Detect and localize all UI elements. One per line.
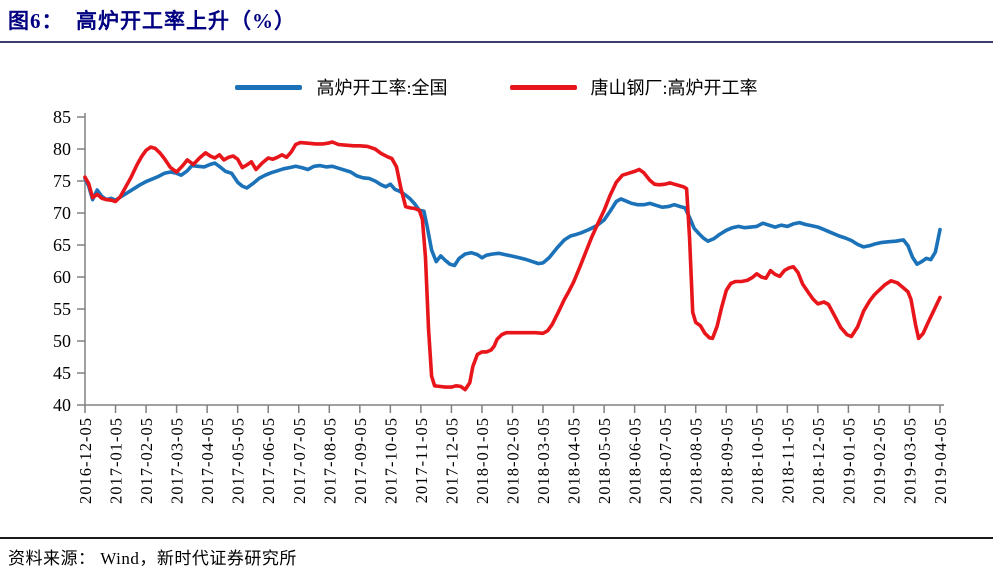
chart-legend: 高炉开工率:全国 唐山钢厂:高炉开工率 [0, 74, 993, 100]
x-tick-label: 2018-10-05 [748, 417, 767, 504]
x-tick-label: 2018-11-05 [778, 417, 797, 503]
x-tick-label: 2018-06-05 [626, 417, 645, 504]
y-tick-label: 55 [53, 299, 71, 319]
blue-line-swatch [235, 84, 303, 90]
x-tick-label: 2017-02-05 [137, 417, 156, 504]
x-tick-label: 2019-03-05 [900, 417, 919, 504]
title-divider [0, 41, 993, 43]
x-tick-label: 2019-01-05 [839, 417, 858, 504]
x-tick-label: 2017-04-05 [198, 417, 217, 504]
red-line-swatch [509, 84, 577, 90]
x-tick-label: 2019-02-05 [870, 417, 889, 504]
x-tick-label: 2018-05-05 [595, 417, 614, 504]
x-tick-label: 2018-02-05 [504, 417, 523, 504]
y-tick-label: 40 [53, 395, 71, 415]
y-tick-label: 75 [53, 171, 71, 191]
series-line-1 [83, 140, 942, 392]
x-tick-label: 2018-04-05 [565, 417, 584, 504]
x-tick-label: 2017-03-05 [168, 417, 187, 504]
x-tick-label: 2017-09-05 [351, 417, 370, 504]
y-tick-label: 80 [53, 139, 71, 159]
x-tick-label: 2017-01-05 [107, 417, 126, 504]
legend-item-tangshan: 唐山钢厂:高炉开工率 [509, 74, 758, 100]
y-tick-label: 65 [53, 235, 71, 255]
x-tick-label: 2017-05-05 [229, 417, 248, 504]
y-tick-label: 85 [53, 107, 71, 127]
x-tick-label: 2017-08-05 [320, 417, 339, 504]
footer-divider [0, 537, 993, 539]
legend-item-national: 高炉开工率:全国 [235, 74, 448, 100]
y-tick-label: 45 [53, 363, 71, 383]
x-tick-label: 2018-03-05 [534, 417, 553, 504]
x-tick-label: 2017-11-05 [412, 417, 431, 503]
x-tick-label: 2017-12-05 [442, 417, 461, 504]
x-tick-label: 2018-12-05 [809, 417, 828, 504]
y-tick-label: 60 [53, 267, 71, 287]
page-title: 图6： 高炉开工率上升（%） [8, 9, 296, 33]
x-tick-label: 2018-01-05 [473, 417, 492, 504]
x-tick-label: 2018-07-05 [656, 417, 675, 504]
legend-label-tangshan: 唐山钢厂:高炉开工率 [590, 78, 758, 98]
y-tick-label: 50 [53, 331, 71, 351]
x-tick-label: 2017-10-05 [381, 417, 400, 504]
x-tick-label: 2018-08-05 [687, 417, 706, 504]
source-note: 资料来源： Wind，新时代证券研究所 [8, 549, 297, 568]
y-tick-label: 70 [53, 203, 71, 223]
x-tick-label: 2019-04-05 [931, 417, 950, 504]
x-tick-label: 2016-12-05 [76, 417, 95, 504]
series-line-0 [83, 161, 942, 268]
x-tick-label: 2017-07-05 [290, 417, 309, 504]
legend-label-national: 高炉开工率:全国 [316, 78, 448, 98]
x-tick-label: 2018-09-05 [717, 417, 736, 504]
x-tick-label: 2017-06-05 [259, 417, 278, 504]
